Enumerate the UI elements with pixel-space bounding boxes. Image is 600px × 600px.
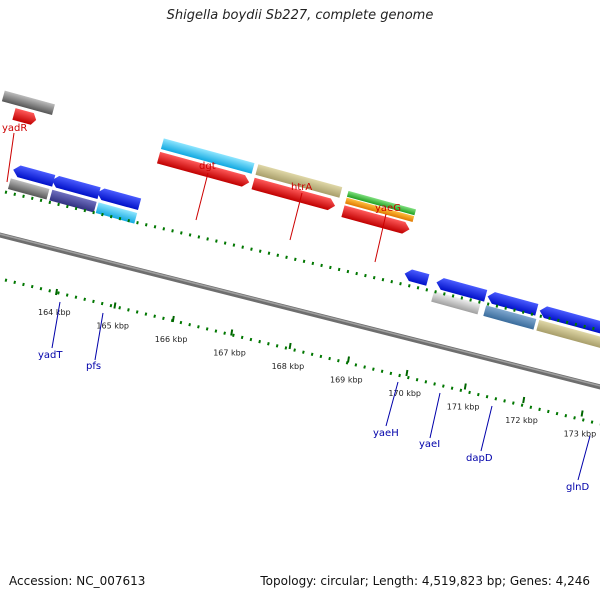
scale-label-173: 173 kbp (564, 430, 597, 439)
scale-tick-165 (113, 302, 117, 309)
scale-label-171: 171 kbp (447, 403, 480, 412)
gene-arrow-left-3 (97, 188, 142, 211)
leader-pfs (94, 312, 104, 361)
gene-block-yaeI (431, 291, 481, 315)
gene-arrow-htrA (251, 177, 336, 211)
scale-tick-173 (580, 410, 584, 417)
scale-label-165: 165 kbp (96, 322, 129, 331)
scale-label-167: 167 kbp (213, 349, 246, 358)
leader-yaeI (429, 392, 441, 439)
scale-tick-170 (405, 369, 409, 377)
gene-block-gray-lower (7, 178, 50, 200)
accession-text: Accession: NC_007613 (9, 574, 146, 588)
gene-block-dapD (483, 305, 537, 330)
scale-tick-167 (230, 329, 234, 336)
leader-lines (6, 132, 591, 481)
scale-tick-172 (522, 396, 526, 404)
scale-tick-171 (463, 383, 467, 390)
scale-tick-166 (171, 315, 175, 323)
genome-backbone (0, 232, 600, 390)
gene-block-glnD (536, 319, 600, 358)
scale-label-164: 164 kbp (38, 308, 71, 317)
scale-tick-164 (55, 288, 58, 296)
gene-block-yadT (49, 189, 97, 213)
scale-label-168: 168 kbp (272, 362, 305, 371)
scale-label-172: 172 kbp (505, 416, 538, 425)
scale-tick-169 (347, 356, 350, 363)
gene-block-htrA (255, 164, 343, 198)
gene-label-yaeH: yaeH (373, 428, 399, 439)
gene-block-dgt (160, 138, 255, 174)
gene-arrow-dapD (487, 292, 539, 316)
gene-arrow-yaeH (404, 269, 430, 286)
gene-label-yaeI: yaeI (419, 439, 440, 450)
gene-arrow-left-2 (51, 176, 101, 199)
gene-block-pfs (95, 202, 138, 224)
gene-arrow-yaeI (436, 278, 488, 302)
genome-backbone-highlight (0, 233, 600, 387)
scale-label-170: 170 kbp (388, 389, 421, 398)
gene-label-dgt: dgt (199, 161, 216, 172)
gene-arrow-dgt (156, 151, 250, 187)
leader-dgt (195, 172, 209, 221)
gene-label-yaeG: yaeG (375, 203, 401, 214)
gene-arrow-yadR-tail (12, 108, 37, 125)
gene-block-gray-left (1, 90, 55, 116)
scale-labels: 164 kbp 165 kbp 166 kbp 167 kbp 168 kbp 169 k… (38, 288, 597, 439)
gene-block-yaeG-green (346, 190, 417, 216)
topology-text: Topology: circular; Length: 4,519,823 bp… (260, 574, 590, 588)
scale-label-166: 166 kbp (155, 335, 188, 344)
scale-label-169: 169 kbp (330, 376, 363, 385)
gene-track (1, 90, 600, 358)
gene-arrow-left-1 (13, 165, 56, 187)
scale-tick-168 (288, 342, 292, 350)
gene-label-yadR: yadR (2, 123, 27, 134)
leader-yaeH (385, 381, 399, 427)
leader-htrA (289, 192, 303, 241)
leader-yadT (51, 301, 61, 349)
gene-label-glnD: glnD (566, 482, 589, 493)
leader-yaeG (374, 213, 387, 263)
gene-label-dapD: dapD (466, 453, 493, 464)
gene-label-yadT: yadT (38, 350, 63, 361)
leader-glnD (577, 435, 591, 481)
lower-tick-track (4, 278, 600, 426)
leader-yadR (6, 132, 15, 183)
genome-backbone-track (0, 232, 600, 390)
gene-label-htrA: htrA (291, 182, 312, 193)
gene-label-pfs: pfs (86, 361, 101, 372)
leader-dapD (480, 405, 493, 452)
map-title: Shigella boydii Sb227, complete genome (166, 8, 434, 23)
gene-arrow-glnD (539, 306, 600, 345)
gene-arrow-yaeG (341, 205, 410, 234)
gene-block-yaeG-orange (345, 197, 415, 222)
